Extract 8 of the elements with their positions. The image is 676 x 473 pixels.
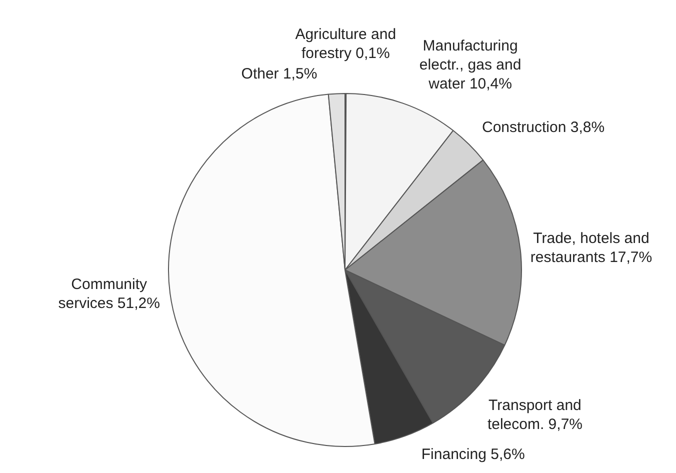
slice-label: Manufacturing electr., gas and water 10,4% [419,37,522,92]
slice-label: Trade, hotels and restaurants 17,7% [530,230,652,266]
slice-label: Transport and telecom. 9,7% [487,397,582,434]
slice-label: Community services 51,2% [58,276,160,312]
slice-label: Financing 5,6% [421,446,525,464]
slice-label: Agriculture and forestry 0,1% [295,26,396,62]
slice-label: Other 1,5% [241,65,318,82]
slice-label: Construction 3,8% [482,118,605,136]
